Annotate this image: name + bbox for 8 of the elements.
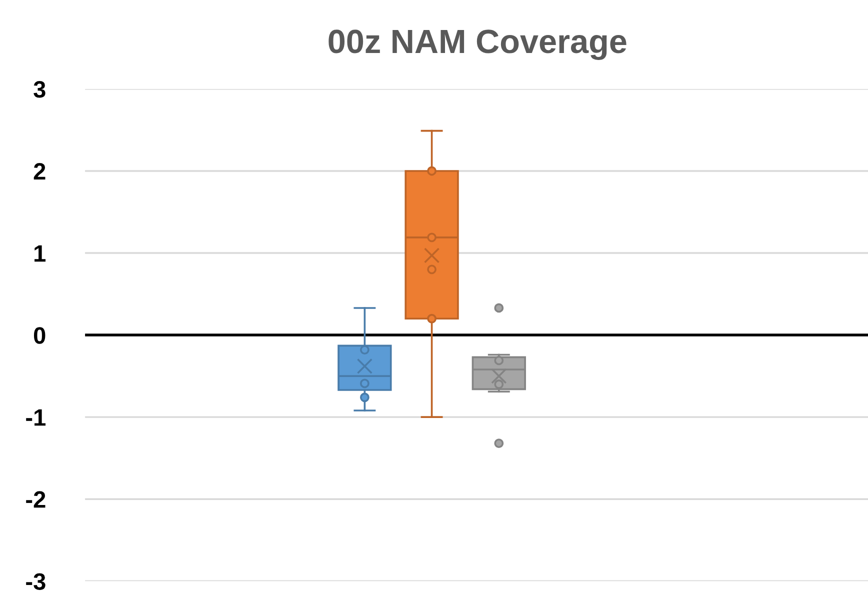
y-tick-label: 0 (34, 327, 46, 344)
y-tick-label: -2 (26, 491, 46, 508)
y-tick-label: 3 (34, 81, 46, 98)
y-tick-label: -1 (26, 409, 46, 426)
y-tick-label: 2 (34, 163, 46, 180)
y-tick-label: 1 (34, 245, 46, 262)
y-tick-label: -3 (26, 573, 46, 590)
chart-title: 00z NAM Coverage (328, 30, 626, 60)
